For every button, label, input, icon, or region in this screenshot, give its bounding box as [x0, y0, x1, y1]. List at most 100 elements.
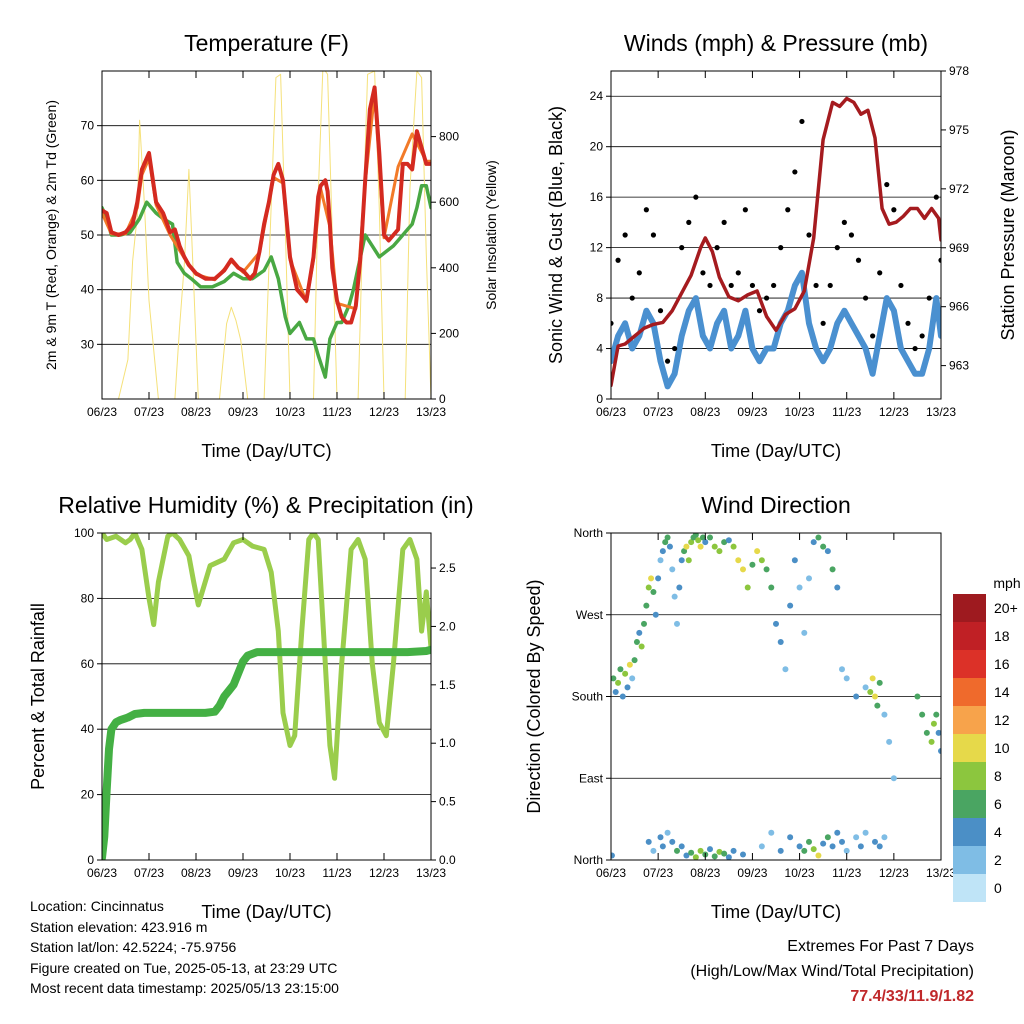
direction-point — [707, 846, 713, 853]
y-tick-label: 30 — [81, 337, 95, 351]
y-tick-label: 20 — [590, 140, 604, 154]
gust-point — [848, 232, 855, 238]
y-tick-label: North — [574, 526, 603, 540]
panel-3: 06/23 07/23 08/23 09/23 10/23 11/23 12/23 13/23… — [28, 492, 474, 922]
y2-tick-label: 200 — [439, 326, 459, 340]
y-tick-label: 100 — [74, 526, 94, 540]
direction-point — [721, 850, 728, 857]
x-tick-label: 07/23 — [134, 405, 164, 419]
gust-point — [841, 219, 847, 225]
x-tick-label: 06/23 — [87, 866, 117, 880]
x-tick-label: 08/23 — [181, 405, 211, 419]
direction-point — [611, 675, 617, 682]
gust-point — [693, 194, 699, 200]
direction-point — [853, 693, 860, 700]
direction-point — [725, 537, 732, 544]
direction-point — [839, 666, 845, 673]
chart-title: Relative Humidity (%) & Precipitation (i… — [58, 492, 473, 518]
colorbar-swatch — [953, 734, 986, 762]
plot-area — [102, 71, 431, 399]
direction-point — [801, 847, 808, 854]
direction-point — [626, 661, 633, 668]
direction-point — [810, 539, 817, 546]
y2-tick-label: 800 — [439, 130, 459, 144]
direction-point — [688, 849, 695, 856]
y-tick-label: 0 — [87, 853, 94, 867]
y-axis-label: Sonic Wind & Gust (Blue, Black) — [546, 106, 566, 364]
x-tick-label: 10/23 — [275, 866, 305, 880]
colorbar-label: 2 — [994, 852, 1002, 868]
gust-point — [813, 282, 819, 289]
gust-point — [898, 282, 904, 289]
direction-point — [740, 566, 746, 573]
y-tick-label: East — [579, 771, 604, 785]
direction-point — [801, 629, 808, 636]
direction-point — [815, 852, 822, 859]
latlon-text: Station lat/lon: 42.5224; -75.9756 — [30, 939, 237, 956]
direction-point — [938, 748, 941, 754]
y-tick-label: 70 — [81, 119, 95, 133]
direction-point — [829, 843, 836, 850]
plot-frame — [610, 70, 942, 400]
y-tick-label: North — [574, 853, 603, 867]
gust-point — [735, 270, 741, 276]
x-tick-label: 08/23 — [690, 866, 720, 880]
direction-point — [697, 543, 704, 550]
gust-point — [771, 282, 777, 289]
direction-point — [890, 775, 897, 782]
chart-title: Temperature (F) — [184, 30, 349, 56]
colorbar-swatch — [953, 650, 986, 678]
gust-point — [664, 358, 671, 364]
gust-point — [643, 207, 649, 213]
direction-point — [683, 543, 690, 550]
direction-point — [669, 566, 676, 573]
direction-point — [638, 643, 645, 650]
y2-tick-label: 400 — [439, 261, 459, 275]
direction-point — [834, 584, 841, 591]
gust-point — [933, 194, 939, 200]
y2-tick-label: 966 — [949, 300, 969, 314]
x-tick-label: 07/23 — [643, 405, 673, 419]
colorbar-label: 10 — [994, 740, 1010, 756]
colorbar-swatch — [953, 622, 986, 650]
direction-point — [791, 557, 798, 564]
direction-point — [820, 543, 827, 550]
gust-point — [785, 207, 791, 213]
x-tick-label: 10/23 — [785, 866, 815, 880]
created-text: Figure created on Tue, 2025-05-13, at 23… — [30, 959, 338, 976]
direction-point — [930, 720, 937, 727]
colorbar-swatch — [953, 846, 986, 874]
direction-point — [716, 548, 723, 555]
y-tick-label: 60 — [81, 173, 95, 187]
direction-point — [650, 589, 657, 596]
direction-point — [643, 602, 650, 609]
x-tick-label: 06/23 — [87, 405, 117, 419]
direction-point — [872, 838, 878, 845]
pressure-series-line — [611, 96, 941, 388]
gust-point — [938, 257, 941, 263]
direction-point — [744, 584, 751, 591]
y-tick-label: 50 — [81, 228, 95, 242]
direction-point — [886, 738, 893, 745]
x-axis-label: Time (Day/UTC) — [201, 902, 331, 922]
gust-point — [912, 345, 918, 352]
direction-point — [699, 534, 706, 541]
y-axis-label: Percent & Total Rainfall — [28, 603, 48, 790]
gust-point — [919, 333, 925, 339]
y-tick-label: 60 — [81, 657, 95, 671]
direction-point — [857, 843, 864, 850]
gust-point — [763, 295, 770, 301]
direction-point — [681, 548, 688, 555]
gust-point — [884, 181, 890, 188]
x-tick-label: 09/23 — [737, 866, 767, 880]
direction-point — [685, 557, 692, 564]
direction-point — [754, 548, 761, 555]
gust-point — [728, 282, 734, 289]
x-tick-label: 08/23 — [690, 405, 720, 419]
direction-point — [707, 534, 713, 541]
direction-point — [641, 620, 647, 627]
y2-tick-label: 969 — [949, 241, 969, 255]
x-tick-label: 13/23 — [926, 866, 956, 880]
gust-point — [700, 270, 706, 276]
direction-point — [768, 584, 775, 591]
